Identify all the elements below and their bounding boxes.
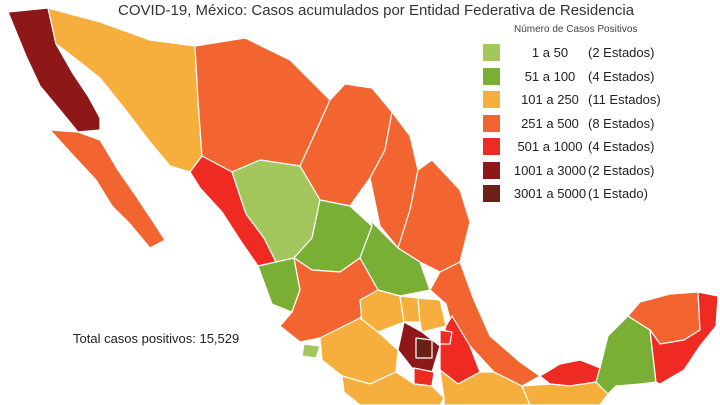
total-cases-label: Total casos positivos: [73, 331, 196, 346]
legend-count: (1 Estado) [588, 186, 648, 201]
state-nayarit[interactable] [258, 258, 300, 312]
legend: Número de Casos Positivos 1 a 50 (2 Estad… [478, 24, 718, 206]
legend-swatch [483, 91, 500, 108]
state-chiapas[interactable] [522, 382, 608, 405]
legend-range: 1001 a 3000 [512, 163, 588, 178]
state-tabasco[interactable] [540, 360, 600, 386]
legend-swatch [483, 162, 500, 179]
legend-count: (4 Estados) [588, 139, 654, 154]
legend-items: 1 a 50 (2 Estados) 51 a 100 (4 Estados) 101 … [478, 41, 718, 206]
state-colima[interactable] [302, 344, 320, 358]
legend-range: 501 a 1000 [512, 139, 588, 154]
legend-swatch [483, 115, 500, 132]
legend-swatch [483, 138, 500, 155]
legend-swatch [483, 68, 500, 85]
legend-title: Número de Casos Positivos [514, 24, 718, 35]
legend-range: 51 a 100 [512, 69, 588, 84]
legend-count: (8 Estados) [588, 116, 654, 131]
legend-range: 3001 a 5000 [512, 186, 588, 201]
legend-item: 51 a 100 (4 Estados) [478, 65, 718, 89]
legend-item: 251 a 500 (8 Estados) [478, 112, 718, 136]
legend-count: (2 Estados) [588, 163, 654, 178]
state-hidalgo[interactable] [418, 298, 446, 332]
legend-count: (4 Estados) [588, 69, 654, 84]
legend-range: 101 a 250 [512, 92, 588, 107]
state-baja-california-sur[interactable] [50, 130, 165, 248]
state-tlaxcala[interactable] [440, 330, 452, 344]
legend-swatch [483, 44, 500, 61]
legend-range: 1 a 50 [512, 45, 588, 60]
total-cases: Total casos positivos: 15,529 [73, 331, 239, 346]
state-ciudad-de-mexico[interactable] [416, 338, 432, 358]
legend-item: 101 a 250 (11 Estados) [478, 88, 718, 112]
legend-swatch [483, 185, 500, 202]
legend-item: 1 a 50 (2 Estados) [478, 41, 718, 65]
legend-item: 3001 a 5000 (1 Estado) [478, 182, 718, 206]
legend-item: 501 a 1000 (4 Estados) [478, 135, 718, 159]
legend-count: (2 Estados) [588, 45, 654, 60]
legend-range: 251 a 500 [512, 116, 588, 131]
total-cases-value: 15,529 [199, 331, 239, 346]
legend-count: (11 Estados) [588, 92, 661, 107]
state-queretaro[interactable] [400, 296, 420, 322]
legend-item: 1001 a 3000 (2 Estados) [478, 159, 718, 183]
